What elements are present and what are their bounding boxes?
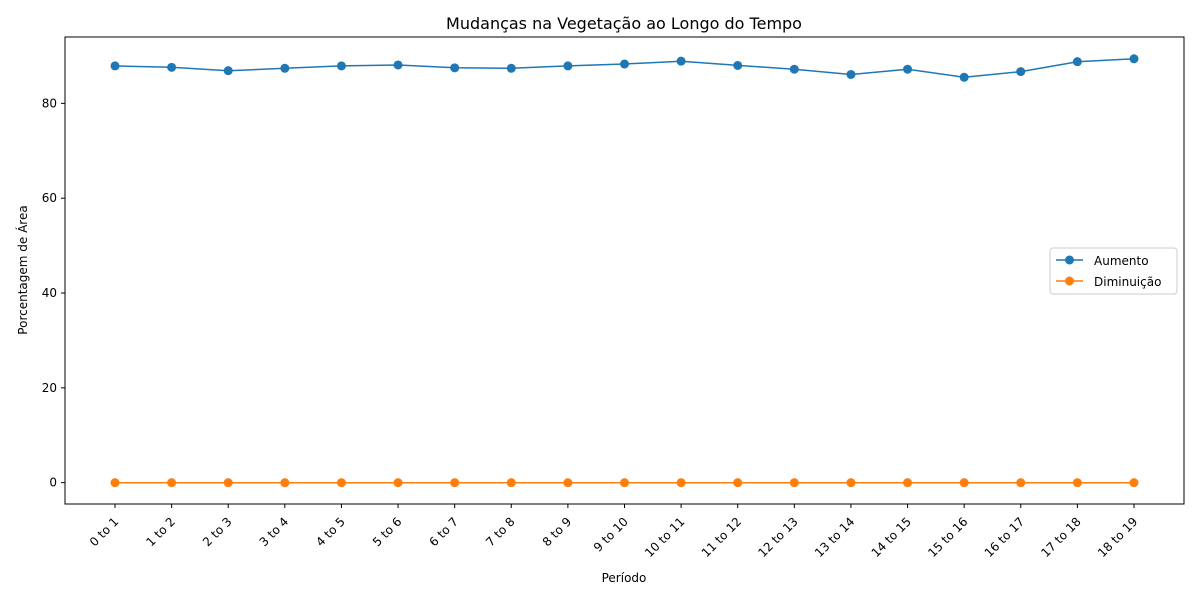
plot-area: 0 20 40 60 80 0 to 1 1 to 2 2 to 3 3 to 4 4 to 5 5… (42, 54, 1140, 560)
data-point-diminuicao (110, 478, 120, 488)
x-tick-label: 10 to 11 (642, 515, 687, 560)
data-point-aumento (280, 63, 290, 73)
x-tick-label: 11 to 12 (699, 515, 744, 560)
x-tick-label: 1 to 2 (143, 515, 178, 550)
x-tick-label: 8 to 9 (540, 515, 575, 550)
data-point-diminuicao (336, 478, 346, 488)
y-tick-label: 60 (42, 191, 57, 205)
data-point-diminuicao (167, 478, 177, 488)
x-tick-label: 12 to 13 (755, 515, 800, 560)
data-point-aumento (563, 61, 573, 71)
data-point-aumento (903, 64, 913, 74)
x-tick-label: 0 to 1 (87, 515, 122, 550)
data-point-aumento (1072, 57, 1082, 67)
data-point-diminuicao (1016, 478, 1026, 488)
data-point-aumento (450, 63, 460, 73)
y-tick-label: 0 (49, 476, 57, 490)
data-point-diminuicao (450, 478, 460, 488)
data-point-diminuicao (846, 478, 856, 488)
y-axis-label: Porcentagem de Área (15, 205, 30, 334)
x-tick-label: 15 to 16 (925, 515, 970, 560)
data-point-diminuicao (563, 478, 573, 488)
x-tick-label: 7 to 8 (483, 515, 518, 550)
x-tick-label: 3 to 4 (257, 515, 292, 550)
legend-marker-diminuicao (1065, 276, 1074, 286)
x-tick-label: 17 to 18 (1038, 515, 1083, 560)
data-point-diminuicao (393, 478, 403, 488)
x-tick-label: 6 to 7 (426, 515, 461, 550)
data-point-aumento (1016, 67, 1026, 77)
data-point-diminuicao (1072, 478, 1082, 488)
data-point-aumento (959, 72, 969, 82)
y-tick-label: 20 (42, 381, 57, 395)
x-tick-label: 4 to 5 (313, 515, 348, 550)
x-tick-label: 16 to 17 (982, 515, 1027, 560)
legend-label-aumento: Aumento (1094, 254, 1149, 268)
x-tick-label: 2 to 3 (200, 515, 235, 550)
data-point-aumento (676, 56, 686, 66)
data-point-aumento (336, 61, 346, 71)
data-point-diminuicao (789, 478, 799, 488)
chart-title: Mudanças na Vegetação ao Longo do Tempo (446, 14, 802, 33)
data-point-aumento (620, 59, 629, 69)
legend-label-diminuicao: Diminuição (1094, 275, 1161, 289)
data-point-diminuicao (676, 478, 686, 488)
data-point-diminuicao (506, 478, 516, 488)
y-tick-label: 80 (42, 96, 57, 110)
data-point-aumento (506, 63, 516, 73)
plot-frame (64, 36, 1185, 505)
legend: Aumento Diminuição (1049, 247, 1178, 295)
x-tick-label: 18 to 19 (1095, 515, 1140, 560)
data-point-aumento (167, 62, 177, 72)
data-point-diminuicao (280, 478, 290, 488)
data-point-aumento (846, 69, 856, 79)
data-point-aumento (789, 64, 799, 74)
x-tick-label: 9 to 10 (591, 515, 631, 555)
x-tick-label: 13 to 14 (812, 515, 857, 560)
data-point-aumento (110, 61, 120, 71)
data-point-diminuicao (959, 478, 969, 488)
data-point-aumento (733, 60, 743, 70)
data-point-diminuicao (733, 478, 743, 488)
data-point-diminuicao (620, 478, 629, 488)
x-axis-label: Período (602, 571, 647, 585)
data-point-aumento (223, 66, 233, 76)
data-point-aumento (393, 60, 403, 70)
data-point-aumento (1129, 54, 1139, 64)
y-tick-label: 40 (42, 286, 57, 300)
data-point-diminuicao (903, 478, 913, 488)
data-point-diminuicao (223, 478, 233, 488)
x-tick-label: 14 to 15 (869, 515, 914, 560)
x-tick-label: 5 to 6 (370, 515, 405, 550)
legend-marker-aumento (1065, 255, 1074, 265)
data-point-diminuicao (1129, 478, 1139, 488)
